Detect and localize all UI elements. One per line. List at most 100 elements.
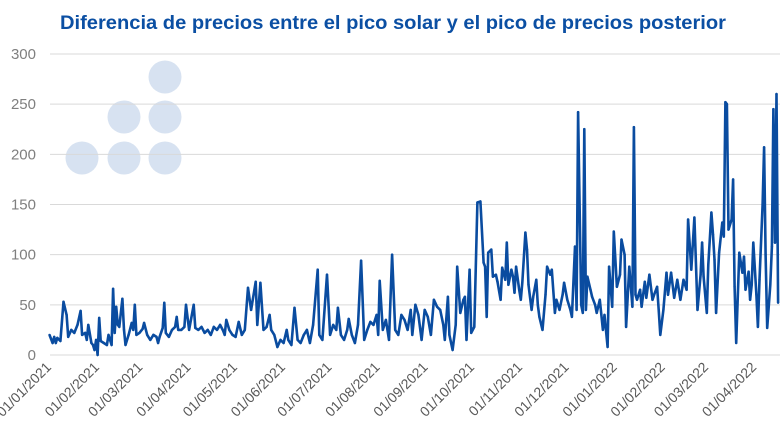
data-point xyxy=(491,275,495,278)
data-point xyxy=(102,341,106,345)
data-point xyxy=(375,313,378,317)
series-line xyxy=(48,92,780,357)
logo-dot xyxy=(148,100,182,134)
data-point xyxy=(541,328,544,332)
data-point xyxy=(659,333,662,337)
data-point xyxy=(215,328,219,332)
data-point xyxy=(203,331,206,335)
data-point xyxy=(84,331,87,335)
logo-dot xyxy=(107,100,141,134)
data-point xyxy=(501,266,504,269)
data-point xyxy=(135,333,138,337)
data-point xyxy=(570,315,574,319)
data-point xyxy=(490,248,493,251)
data-point xyxy=(254,280,257,283)
data-point xyxy=(769,283,772,286)
data-point xyxy=(683,283,687,286)
data-point xyxy=(764,253,767,256)
data-point xyxy=(665,271,668,274)
data-point xyxy=(700,241,704,244)
y-tick-label: 150 xyxy=(11,197,36,214)
data-point xyxy=(293,306,296,309)
data-point xyxy=(356,323,360,327)
y-tick-label: 300 xyxy=(11,46,36,63)
data-point xyxy=(305,328,309,332)
data-point xyxy=(631,305,634,308)
data-point xyxy=(259,281,262,284)
data-point xyxy=(423,308,426,312)
data-point xyxy=(290,343,293,347)
data-point xyxy=(657,308,660,312)
data-point xyxy=(311,323,315,327)
data-point xyxy=(161,326,164,330)
data-point xyxy=(738,251,741,254)
data-point xyxy=(194,326,197,330)
data-point xyxy=(54,341,57,345)
data-point xyxy=(595,311,598,315)
series-path xyxy=(48,92,780,357)
data-point xyxy=(454,323,457,327)
data-point xyxy=(175,315,178,319)
y-tick-label: 100 xyxy=(11,247,36,264)
data-point xyxy=(200,325,203,329)
data-point xyxy=(772,108,775,111)
data-point xyxy=(105,343,109,347)
data-point xyxy=(721,221,724,224)
data-point xyxy=(158,335,161,339)
data-point xyxy=(707,263,710,266)
data-point xyxy=(505,241,508,244)
data-point xyxy=(234,335,237,339)
data-point xyxy=(662,308,665,312)
data-point xyxy=(752,241,755,244)
data-point xyxy=(482,261,485,264)
data-point xyxy=(686,218,690,221)
data-point xyxy=(335,328,338,332)
data-point xyxy=(573,245,577,248)
data-point xyxy=(62,300,65,303)
data-point xyxy=(177,328,180,332)
data-point xyxy=(682,278,685,281)
data-point xyxy=(183,325,186,329)
data-point xyxy=(468,268,471,271)
data-point xyxy=(553,311,557,315)
data-point xyxy=(673,296,676,299)
data-point xyxy=(696,308,699,312)
data-point xyxy=(70,328,73,332)
data-point xyxy=(744,288,747,291)
data-point xyxy=(276,345,279,349)
data-point xyxy=(487,251,490,254)
data-point xyxy=(138,331,141,335)
data-point xyxy=(601,328,605,332)
data-point xyxy=(273,333,276,337)
data-point xyxy=(342,338,346,342)
data-point xyxy=(96,353,99,357)
data-point xyxy=(748,298,752,301)
data-point xyxy=(406,328,409,332)
data-point xyxy=(651,298,654,301)
data-point xyxy=(623,253,626,256)
data-point xyxy=(93,348,96,352)
data-point xyxy=(640,305,643,308)
data-point xyxy=(532,295,535,298)
data-point xyxy=(747,270,750,273)
data-point xyxy=(400,313,403,317)
data-point xyxy=(499,298,502,301)
data-point xyxy=(584,308,588,312)
data-point xyxy=(731,178,735,181)
data-point xyxy=(590,295,594,298)
data-point xyxy=(308,341,312,345)
data-point xyxy=(643,280,646,283)
data-point xyxy=(163,301,166,304)
data-point xyxy=(724,101,727,104)
data-point xyxy=(699,273,702,276)
data-point xyxy=(733,285,736,288)
data-point xyxy=(76,323,79,327)
data-point xyxy=(287,338,290,342)
data-point xyxy=(550,268,553,271)
data-point xyxy=(67,335,70,339)
dots-triangle-logo xyxy=(65,60,182,175)
data-point xyxy=(442,323,445,327)
data-point xyxy=(730,218,733,221)
data-point xyxy=(561,293,564,296)
